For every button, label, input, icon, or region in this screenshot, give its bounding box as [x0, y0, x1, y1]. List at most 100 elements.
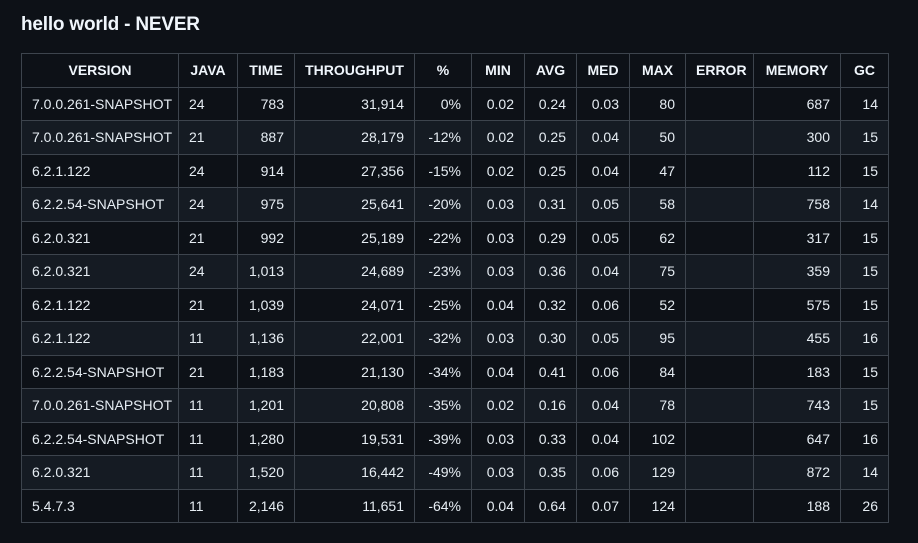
cell-throughput: 31,914 [294, 86, 415, 121]
cell-java: 24 [178, 153, 238, 188]
cell-throughput: 25,189 [294, 220, 415, 255]
cell-version: 6.2.2.54-SNAPSHOT [21, 421, 179, 456]
table-row: 6.2.1.122 11 1,136 22,001 -32% 0.03 0.30 0.05 95… [21, 321, 889, 356]
table-row: 5.4.7.3 11 2,146 11,651 -64% 0.04 0.64 0.07 124 1… [21, 488, 889, 523]
cell-error [685, 153, 754, 188]
cell-error [685, 287, 754, 322]
cell-version: 7.0.0.261-SNAPSHOT [21, 86, 179, 121]
cell-min: 0.02 [471, 86, 525, 121]
cell-time: 1,013 [237, 254, 295, 289]
column-header-max: MAX [629, 53, 686, 88]
cell-error [685, 354, 754, 389]
table-row: 6.2.0.321 11 1,520 16,442 -49% 0.03 0.35 0.06 12… [21, 455, 889, 490]
cell-med: 0.05 [576, 187, 630, 222]
page-title: hello world - NEVER [21, 14, 200, 35]
cell-memory: 359 [753, 254, 841, 289]
cell-version: 6.2.0.321 [21, 254, 179, 289]
cell-avg: 0.32 [524, 287, 577, 322]
cell-max: 80 [629, 86, 686, 121]
cell-time: 914 [237, 153, 295, 188]
cell-gc: 15 [840, 254, 889, 289]
cell-avg: 0.29 [524, 220, 577, 255]
cell-med: 0.04 [576, 153, 630, 188]
table-row: 6.2.1.122 24 914 27,356 -15% 0.02 0.25 0.04 47 11… [21, 153, 889, 188]
cell-max: 52 [629, 287, 686, 322]
table-row: 6.2.2.54-SNAPSHOT 21 1,183 21,130 -34% 0.04 0.… [21, 354, 889, 389]
cell-max: 102 [629, 421, 686, 456]
cell-throughput: 16,442 [294, 455, 415, 490]
cell-memory: 183 [753, 354, 841, 389]
cell-version: 6.2.2.54-SNAPSHOT [21, 354, 179, 389]
cell-throughput: 28,179 [294, 120, 415, 155]
column-header-percent: % [414, 53, 472, 88]
cell-java: 11 [178, 488, 238, 523]
cell-med: 0.06 [576, 354, 630, 389]
cell-min: 0.03 [471, 220, 525, 255]
cell-percent: -39% [414, 421, 472, 456]
cell-max: 124 [629, 488, 686, 523]
cell-gc: 14 [840, 86, 889, 121]
cell-java: 21 [178, 354, 238, 389]
cell-time: 1,520 [237, 455, 295, 490]
cell-java: 21 [178, 120, 238, 155]
cell-min: 0.02 [471, 388, 525, 423]
cell-min: 0.03 [471, 321, 525, 356]
cell-min: 0.03 [471, 254, 525, 289]
cell-throughput: 24,071 [294, 287, 415, 322]
cell-max: 47 [629, 153, 686, 188]
cell-avg: 0.25 [524, 153, 577, 188]
cell-throughput: 19,531 [294, 421, 415, 456]
cell-max: 50 [629, 120, 686, 155]
cell-min: 0.02 [471, 120, 525, 155]
cell-java: 24 [178, 254, 238, 289]
column-header-error: ERROR [685, 53, 754, 88]
header-row: VERSION JAVA TIME THROUGHPUT % MIN AVG M… [21, 53, 889, 88]
cell-error [685, 254, 754, 289]
cell-time: 887 [237, 120, 295, 155]
cell-percent: -23% [414, 254, 472, 289]
cell-version: 6.2.1.122 [21, 287, 179, 322]
cell-gc: 14 [840, 455, 889, 490]
cell-max: 78 [629, 388, 686, 423]
cell-med: 0.06 [576, 455, 630, 490]
cell-gc: 15 [840, 120, 889, 155]
column-header-memory: MEMORY [753, 53, 841, 88]
cell-min: 0.03 [471, 455, 525, 490]
cell-error [685, 321, 754, 356]
cell-memory: 317 [753, 220, 841, 255]
cell-min: 0.04 [471, 354, 525, 389]
column-header-version: VERSION [21, 53, 179, 88]
cell-time: 783 [237, 86, 295, 121]
cell-memory: 112 [753, 153, 841, 188]
cell-med: 0.04 [576, 388, 630, 423]
table-body: 7.0.0.261-SNAPSHOT 24 783 31,914 0% 0.02 0.24 0… [21, 86, 889, 523]
cell-gc: 26 [840, 488, 889, 523]
cell-gc: 14 [840, 187, 889, 222]
cell-time: 1,201 [237, 388, 295, 423]
cell-percent: -49% [414, 455, 472, 490]
cell-max: 75 [629, 254, 686, 289]
table-row: 6.2.2.54-SNAPSHOT 24 975 25,641 -20% 0.03 0.31… [21, 187, 889, 222]
cell-error [685, 120, 754, 155]
cell-gc: 16 [840, 421, 889, 456]
column-header-time: TIME [237, 53, 295, 88]
cell-max: 62 [629, 220, 686, 255]
cell-avg: 0.16 [524, 388, 577, 423]
results-table: VERSION JAVA TIME THROUGHPUT % MIN AVG M… [21, 53, 889, 523]
cell-error [685, 220, 754, 255]
cell-error [685, 455, 754, 490]
cell-throughput: 27,356 [294, 153, 415, 188]
cell-version: 6.2.1.122 [21, 321, 179, 356]
cell-percent: -64% [414, 488, 472, 523]
table-row: 6.2.0.321 24 1,013 24,689 -23% 0.03 0.36 0.04 75… [21, 254, 889, 289]
cell-version: 7.0.0.261-SNAPSHOT [21, 120, 179, 155]
cell-memory: 575 [753, 287, 841, 322]
cell-avg: 0.35 [524, 455, 577, 490]
cell-throughput: 21,130 [294, 354, 415, 389]
column-header-throughput: THROUGHPUT [294, 53, 415, 88]
cell-percent: -34% [414, 354, 472, 389]
cell-med: 0.04 [576, 120, 630, 155]
table-row: 6.2.0.321 21 992 25,189 -22% 0.03 0.29 0.05 62 31… [21, 220, 889, 255]
cell-time: 1,280 [237, 421, 295, 456]
cell-java: 11 [178, 455, 238, 490]
